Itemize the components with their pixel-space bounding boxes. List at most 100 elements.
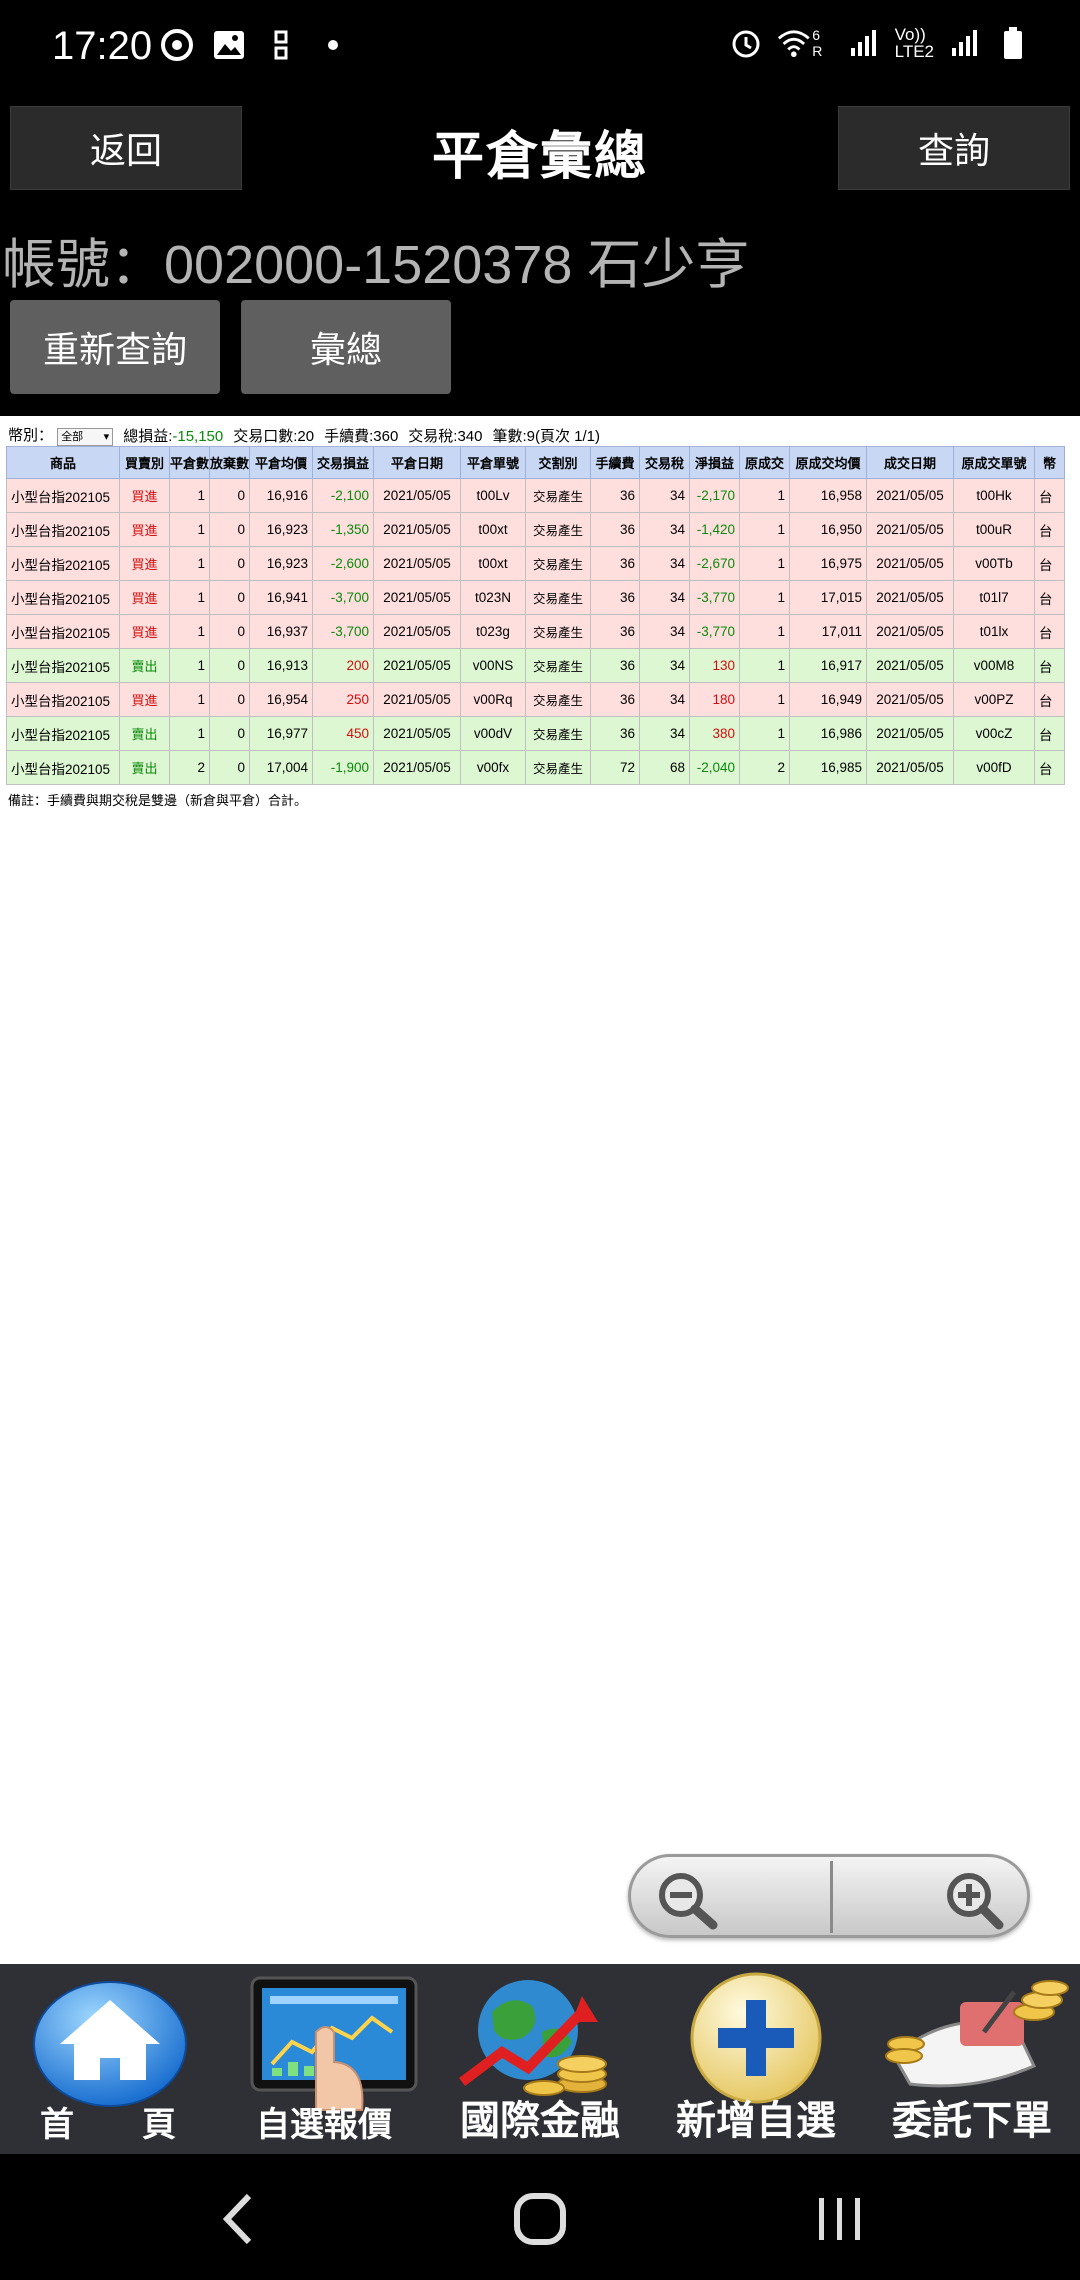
currency-select[interactable]: 全部	[57, 428, 114, 446]
table-row[interactable]: 小型台指202105 買進 1 0 16,937 -3,700 2021/05/05 t023…	[6, 614, 1066, 649]
table-cell: 16,923	[249, 512, 314, 547]
table-cell: v00NS	[460, 648, 527, 683]
toolbar-item-add-watchlist[interactable]: 新增自選	[648, 1964, 864, 2154]
table-row[interactable]: 小型台指202105 買進 1 0 16,941 -3,700 2021/05/05 t023…	[6, 580, 1066, 615]
zoom-out-icon[interactable]	[653, 1867, 723, 1931]
battery-icon	[996, 26, 1030, 60]
table-cell: 1	[739, 716, 791, 751]
table-cell: 36	[590, 580, 641, 615]
home-nav-icon[interactable]	[505, 2184, 575, 2254]
table-cell: 16,913	[249, 648, 314, 683]
table-row[interactable]: 小型台指202105 買進 1 0 16,916 -2,100 2021/05/05 t00L…	[6, 478, 1066, 513]
table-cell: t01lx	[953, 614, 1036, 649]
summary-bar: 幣別： 全部 總損益:-15,150 交易口數:20 手續費:360 交易稅:3…	[8, 424, 600, 446]
toolbar-label-add-watchlist: 新增自選	[676, 2099, 836, 2143]
toolbar-label-place-order: 委託下單	[892, 2099, 1052, 2143]
table-row[interactable]: 小型台指202105 賣出 2 0 17,004 -1,900 2021/05/05 v00f…	[6, 750, 1066, 785]
add-plus-icon	[648, 1972, 864, 2112]
table-cell: 16,923	[249, 546, 314, 581]
table-cell: 交易產生	[525, 478, 592, 513]
table-cell: 小型台指202105	[6, 580, 120, 615]
table-row[interactable]: 小型台指202105 賣出 1 0 16,913 200 2021/05/05 v00NS 交易…	[6, 648, 1066, 683]
recents-nav-icon[interactable]	[805, 2184, 875, 2254]
table-cell: v00fD	[953, 750, 1036, 785]
status-left-icons	[160, 28, 350, 62]
table-cell: v00Tb	[953, 546, 1036, 581]
table-cell: 台	[1034, 614, 1066, 649]
table-cell: 17,004	[249, 750, 314, 785]
query-button[interactable]: 查詢	[838, 106, 1070, 190]
table-row[interactable]: 小型台指202105 買進 1 0 16,954 250 2021/05/05 v00Rq 交易…	[6, 682, 1066, 717]
column-header: 平倉日期	[373, 446, 462, 479]
table-cell: 小型台指202105	[6, 716, 120, 751]
dot-icon	[316, 28, 350, 62]
table-cell: 0	[209, 716, 251, 751]
table-cell: 16,977	[249, 716, 314, 751]
toolbar-item-watchlist[interactable]: 自選報價	[216, 1964, 432, 2154]
table-cell: 36	[590, 546, 641, 581]
status-bar: 17:20 6 R Vo)) LTE2	[0, 0, 1080, 100]
zoom-control	[628, 1854, 1030, 1938]
table-cell: 賣出	[119, 750, 170, 785]
toolbar-item-home[interactable]: 首 頁	[0, 1964, 216, 2154]
account-label: 帳號：002000-1520378 石少亨	[2, 235, 750, 295]
back-button[interactable]: 返回	[10, 106, 242, 190]
table-cell: 1	[168, 648, 211, 683]
fee-total: 手續費:360	[324, 427, 399, 445]
currency-filter: 幣別： 全部	[8, 424, 114, 446]
table-cell: v00dV	[460, 716, 527, 751]
status-time: 17:20	[52, 24, 153, 68]
toolbar-item-place-order[interactable]: 委託下單	[864, 1964, 1080, 2154]
table-cell: 2021/05/05	[373, 648, 462, 683]
table-cell: 1	[168, 682, 211, 717]
requery-button[interactable]: 重新查詢	[10, 300, 220, 394]
table-cell: 16,975	[789, 546, 868, 581]
table-row[interactable]: 小型台指202105 賣出 1 0 16,977 450 2021/05/05 v00dV 交易…	[6, 716, 1066, 751]
table-cell: 2021/05/05	[866, 716, 955, 751]
toolbar-item-intl-finance[interactable]: 國際金融	[432, 1964, 648, 2154]
column-header: 放棄數	[209, 446, 251, 479]
table-cell: 買進	[119, 614, 170, 649]
zoom-divider	[830, 1861, 833, 1933]
table-row[interactable]: 小型台指202105 買進 1 0 16,923 -2,600 2021/05/05 t00x…	[6, 546, 1066, 581]
table-cell: 450	[312, 716, 375, 751]
table-cell: 2021/05/05	[373, 546, 462, 581]
table-cell: 1	[739, 682, 791, 717]
table-cell: 0	[209, 682, 251, 717]
table-cell: 賣出	[119, 716, 170, 751]
table-cell: 16,985	[789, 750, 868, 785]
table-cell: 交易產生	[525, 682, 592, 717]
tax-total: 交易稅:340	[408, 427, 483, 445]
table-cell: 買進	[119, 512, 170, 547]
system-nav-bar	[0, 2154, 1080, 2280]
table-cell: 1	[168, 580, 211, 615]
table-cell: 0	[209, 648, 251, 683]
table-cell: 小型台指202105	[6, 648, 120, 683]
table-cell: 1	[739, 478, 791, 513]
table-cell: 34	[639, 648, 691, 683]
toolbar-label-intl-finance: 國際金融	[460, 2099, 620, 2143]
back-nav-icon[interactable]	[205, 2184, 275, 2254]
home-icon	[0, 1972, 216, 2112]
table-cell: 1	[168, 614, 211, 649]
table-header-row: 商品 買賣別 平倉數 放棄數 平倉均價 交易損益 平倉日期 平倉單號 交割別 手續費 交易稅 淨損益原…	[6, 446, 1066, 479]
volte-label: Vo))	[894, 25, 926, 44]
table-cell: 交易產生	[525, 750, 592, 785]
table-cell: 17,015	[789, 580, 868, 615]
table-row[interactable]: 小型台指202105 買進 1 0 16,923 -1,350 2021/05/05 t00x…	[6, 512, 1066, 547]
toolbar-label-watchlist: 自選報價	[256, 2106, 392, 2144]
summary-button[interactable]: 彙總	[241, 300, 451, 394]
table-cell: 1	[739, 648, 791, 683]
table-cell: 賣出	[119, 648, 170, 683]
table-cell: 2021/05/05	[373, 716, 462, 751]
table-cell: t00xt	[460, 546, 527, 581]
table-cell: 1	[739, 512, 791, 547]
table-cell: 2021/05/05	[373, 478, 462, 513]
table-cell: 36	[590, 648, 641, 683]
trade-volume: 交易口數:20	[233, 427, 315, 445]
zoom-in-icon[interactable]	[935, 1867, 1005, 1931]
table-cell: -1,350	[312, 512, 375, 547]
column-header: 商品	[6, 446, 120, 479]
table-cell: 200	[312, 648, 375, 683]
table-cell: 小型台指202105	[6, 682, 120, 717]
